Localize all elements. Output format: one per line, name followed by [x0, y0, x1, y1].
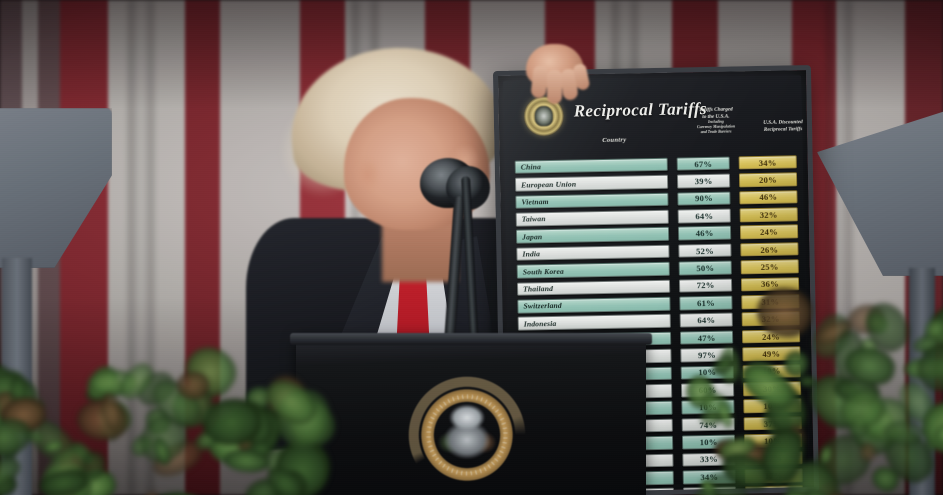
cell-tariff-charged: 46% — [678, 226, 731, 241]
cell-tariff-charged: 67% — [676, 156, 730, 172]
cell-country: Japan — [515, 227, 670, 244]
cell-country: South Korea — [516, 261, 671, 279]
column-header-discounted-tariffs: U.S.A. Discounted Reciprocal Tariffs — [752, 119, 814, 134]
cell-country: European Union — [514, 175, 669, 192]
foliage-left — [0, 337, 344, 495]
presidential-podium — [290, 333, 652, 495]
foliage-leaf — [138, 488, 162, 495]
cell-country: Switzerland — [517, 296, 671, 314]
foliage-leaf — [699, 409, 721, 427]
seal-eagle-icon — [434, 404, 500, 466]
column-header-tariffs-charged: Tariffs Charged to the U.S.A. Including … — [682, 106, 751, 136]
cell-country: Taiwan — [515, 209, 670, 227]
cell-tariff-discounted: 34% — [738, 155, 797, 170]
foliage-right — [683, 285, 943, 495]
foliage-leaf — [781, 349, 810, 380]
cell-tariff-discounted: 24% — [739, 224, 799, 240]
cell-tariff-discounted: 46% — [739, 189, 798, 205]
cell-tariff-charged: 64% — [677, 208, 731, 224]
podium-top-edge — [290, 333, 652, 345]
finger — [547, 70, 562, 104]
cell-country: India — [516, 244, 670, 262]
cell-country: Indonesia — [517, 314, 672, 331]
header-line-5: and Trade Barriers — [700, 129, 732, 135]
hand-gripping-board — [516, 44, 594, 104]
presidential-seal — [404, 372, 530, 495]
seal-shield-icon — [459, 426, 476, 450]
cell-tariff-discounted: 32% — [739, 207, 798, 223]
foliage-leaf — [799, 375, 817, 387]
cell-country: Thailand — [516, 279, 671, 296]
cell-tariff-charged: 39% — [677, 173, 730, 189]
cell-tariff-charged: 72% — [679, 278, 732, 293]
cell-country: Vietnam — [515, 192, 669, 209]
cell-tariff-discounted: 25% — [740, 259, 799, 275]
header-line-2: Reciprocal Tariffs — [763, 125, 803, 133]
finger — [530, 65, 549, 99]
cell-tariff-charged: 50% — [679, 260, 732, 276]
cell-country: China — [514, 157, 669, 175]
ear — [354, 158, 380, 192]
cell-tariff-charged: 52% — [678, 243, 732, 258]
column-header-country: Country — [602, 136, 627, 145]
cell-tariff-charged: 90% — [677, 191, 731, 206]
cell-tariff-discounted: 20% — [738, 172, 798, 188]
cell-tariff-discounted: 26% — [740, 242, 799, 257]
